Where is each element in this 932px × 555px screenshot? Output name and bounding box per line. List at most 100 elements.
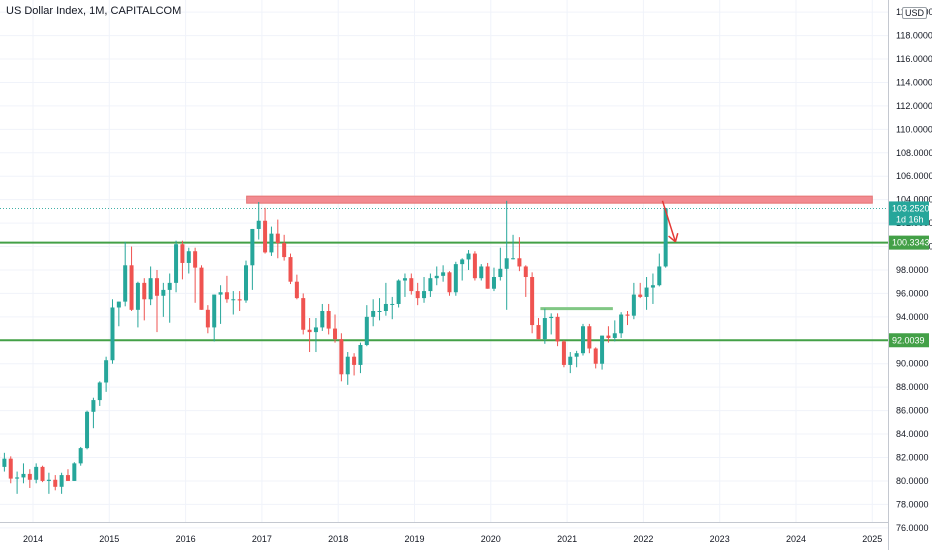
y-tick-label: 76.0000 bbox=[896, 523, 929, 533]
bar-countdown-label: 1d 16h bbox=[896, 214, 924, 224]
candle-body bbox=[416, 291, 420, 298]
candle-body bbox=[600, 336, 604, 364]
candle-body bbox=[21, 474, 25, 478]
candle-body bbox=[225, 292, 229, 299]
candle-body bbox=[447, 272, 451, 292]
x-tick-label: 2021 bbox=[557, 534, 577, 544]
candle-body bbox=[352, 357, 356, 365]
y-tick-label: 110.0000 bbox=[896, 124, 932, 134]
candle-body bbox=[479, 266, 483, 278]
level-price-label: 100.3343 bbox=[892, 238, 930, 248]
y-tick-label: 114.0000 bbox=[896, 77, 932, 87]
candle-body bbox=[199, 268, 203, 310]
candle-body bbox=[187, 251, 191, 263]
candle-body bbox=[180, 244, 184, 263]
candle-body bbox=[15, 477, 19, 478]
candle-body bbox=[231, 299, 235, 300]
candle-body bbox=[435, 276, 439, 278]
y-tick-label: 78.0000 bbox=[896, 499, 929, 509]
candle-body bbox=[498, 269, 502, 277]
candle-body bbox=[467, 254, 471, 260]
candle-body bbox=[517, 258, 521, 266]
candle-body bbox=[651, 285, 655, 287]
candle-body bbox=[276, 234, 280, 243]
candle-body bbox=[193, 251, 197, 267]
candle-body bbox=[638, 295, 642, 297]
candle-body bbox=[314, 327, 318, 332]
candle-body bbox=[53, 480, 57, 487]
candle-body bbox=[219, 292, 223, 294]
candle-body bbox=[295, 282, 299, 298]
candle-body bbox=[85, 412, 89, 448]
candle-body bbox=[632, 295, 636, 316]
x-tick-label: 2022 bbox=[633, 534, 653, 544]
y-tick-label: 116.0000 bbox=[896, 54, 932, 64]
x-tick-label: 2023 bbox=[710, 534, 730, 544]
currency-badge[interactable]: USD bbox=[902, 7, 927, 19]
candle-body bbox=[587, 326, 591, 348]
candle-body bbox=[594, 349, 598, 364]
x-tick-label: 2015 bbox=[99, 534, 119, 544]
candle-body bbox=[41, 467, 45, 481]
candle-body bbox=[257, 221, 261, 229]
y-tick-label: 88.0000 bbox=[896, 382, 929, 392]
candle-body bbox=[568, 357, 572, 365]
candle-body bbox=[339, 339, 343, 374]
candle-body bbox=[378, 311, 382, 312]
candle-body bbox=[397, 281, 401, 304]
y-tick-label: 86.0000 bbox=[896, 406, 929, 416]
candle-body bbox=[320, 311, 324, 327]
y-tick-label: 82.0000 bbox=[896, 453, 929, 463]
candle-body bbox=[530, 277, 534, 325]
x-tick-label: 2024 bbox=[786, 534, 806, 544]
x-tick-label: 2025 bbox=[862, 534, 882, 544]
candle-body bbox=[575, 353, 579, 357]
candle-body bbox=[626, 315, 630, 316]
candle-body bbox=[460, 259, 464, 264]
candle-body bbox=[168, 283, 172, 290]
y-tick-label: 96.0000 bbox=[896, 288, 929, 298]
candle-body bbox=[486, 266, 490, 288]
y-tick-label: 108.0000 bbox=[896, 148, 932, 158]
candle-body bbox=[72, 463, 76, 481]
candle-body bbox=[606, 336, 610, 338]
candle-body bbox=[2, 459, 6, 467]
candle-body bbox=[174, 244, 178, 283]
candle-body bbox=[79, 448, 83, 463]
candle-body bbox=[269, 234, 273, 253]
x-tick-label: 2019 bbox=[404, 534, 424, 544]
candle-body bbox=[346, 357, 350, 375]
candle-body bbox=[327, 311, 331, 329]
chart-title[interactable]: US Dollar Index, 1M, CAPITALCOM bbox=[6, 5, 181, 17]
candle-body bbox=[562, 341, 566, 364]
candle-body bbox=[505, 258, 509, 269]
candle-body bbox=[549, 317, 553, 318]
candle-body bbox=[308, 330, 312, 332]
candle-body bbox=[130, 265, 134, 310]
candle-body bbox=[358, 345, 362, 365]
candle-body bbox=[409, 278, 413, 291]
candle-body bbox=[28, 474, 32, 480]
candle-body bbox=[289, 257, 293, 282]
y-tick-label: 118.0000 bbox=[896, 31, 932, 41]
candle-body bbox=[104, 360, 108, 382]
candle-body bbox=[511, 258, 515, 259]
candle-body bbox=[117, 302, 121, 308]
y-tick-label: 106.0000 bbox=[896, 171, 932, 181]
candle-body bbox=[581, 326, 585, 353]
candle-body bbox=[66, 475, 70, 481]
candle-body bbox=[371, 311, 375, 317]
candle-body bbox=[390, 304, 394, 305]
candle-body bbox=[136, 283, 140, 310]
y-tick-label: 90.0000 bbox=[896, 359, 929, 369]
y-tick-label: 80.0000 bbox=[896, 476, 929, 486]
candle-body bbox=[250, 229, 254, 265]
candle-body bbox=[34, 467, 38, 480]
candle-body bbox=[524, 266, 528, 277]
candle-body bbox=[422, 291, 426, 298]
level-price-label: 92.0039 bbox=[892, 335, 925, 345]
candle-body bbox=[657, 266, 661, 285]
candle-body bbox=[91, 400, 95, 412]
candle-body bbox=[365, 317, 369, 345]
